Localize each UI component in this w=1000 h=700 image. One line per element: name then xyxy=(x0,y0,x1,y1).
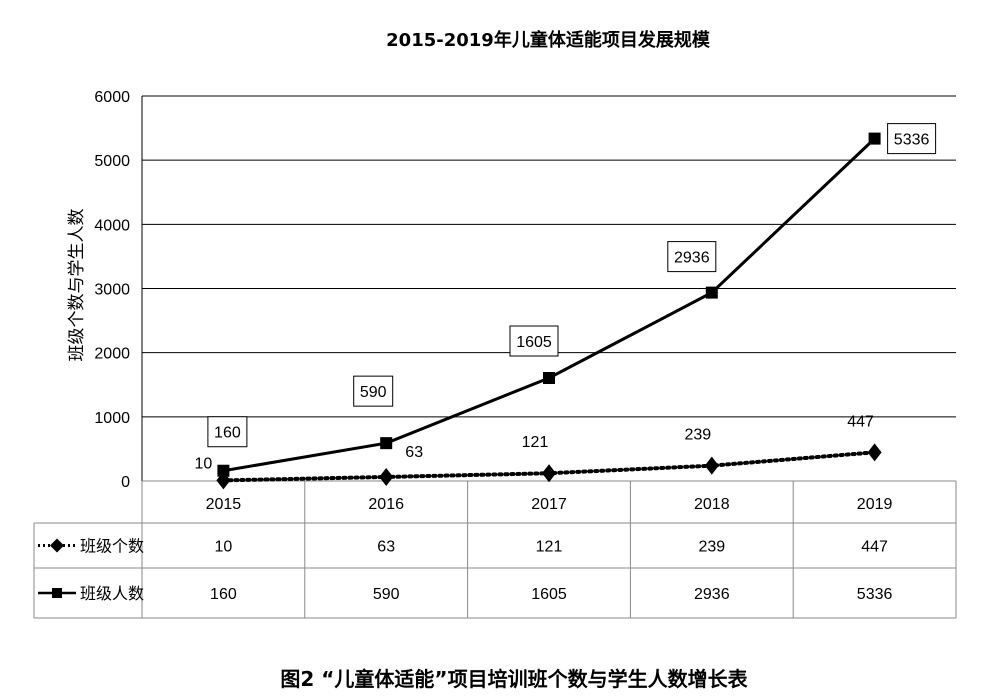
y-tick-label: 3000 xyxy=(94,282,130,299)
y-tick-label: 2000 xyxy=(94,346,130,363)
legend-key-diamond-marker xyxy=(50,538,64,553)
table-cell-value: 63 xyxy=(377,539,395,556)
legend-label: 班级个数 xyxy=(80,537,144,556)
data-label: 2936 xyxy=(674,250,710,267)
grid-layer: 0 1000 2000 3000 4000 5000 6000 xyxy=(94,89,956,523)
series-line xyxy=(223,137,876,473)
data-label-box xyxy=(887,123,937,155)
legend-key-square-marker xyxy=(52,588,62,598)
data-label: 447 xyxy=(847,413,874,430)
data-label: 5336 xyxy=(894,132,930,149)
square-point xyxy=(380,437,393,450)
data-label: 121 xyxy=(522,434,549,451)
data-label: 1605 xyxy=(516,334,552,351)
table-cell-value: 239 xyxy=(698,539,725,556)
x-tick-label: 2017 xyxy=(531,496,567,513)
square-point xyxy=(705,286,718,299)
data-table: 2015 2016 2017 2018 2019 班级个数 10 63 121 239 447 班级人… xyxy=(33,480,957,619)
table-cell-value: 5336 xyxy=(857,586,893,603)
table-cell-value: 1605 xyxy=(531,586,567,603)
x-tick-label: 2018 xyxy=(694,496,730,513)
y-tick-label: 0 xyxy=(121,474,130,491)
table-cell-value: 590 xyxy=(373,586,400,603)
y-tick-label: 6000 xyxy=(94,89,130,106)
data-label-box xyxy=(207,416,248,448)
data-label: 239 xyxy=(684,427,711,444)
y-tick-label: 4000 xyxy=(94,217,130,234)
diamond-point xyxy=(867,443,882,462)
legend-label: 班级人数 xyxy=(80,584,144,603)
chart-title: 2015-2019年儿童体适能项目发展规模 xyxy=(386,29,711,51)
data-label-box xyxy=(353,375,394,407)
y-tick-label: 1000 xyxy=(94,410,130,427)
data-label: 160 xyxy=(214,425,241,442)
data-label-box xyxy=(509,325,559,357)
square-point xyxy=(543,372,555,385)
square-point xyxy=(868,132,881,145)
data-label-layer: 10 63 121 239 447 160 590 1605 2936 5336 xyxy=(195,123,937,472)
table-cell-value: 2936 xyxy=(694,586,730,603)
diamond-point xyxy=(379,467,394,486)
table-cell-value: 10 xyxy=(215,539,233,556)
data-label: 590 xyxy=(360,384,387,401)
y-tick-label: 5000 xyxy=(94,153,130,170)
figure-caption: 图2 “儿童体适能”项目培训班个数与学生人数增长表 xyxy=(280,667,748,691)
table-cell-value: 160 xyxy=(210,586,237,603)
y-axis-label: 班级个数与学生人数 xyxy=(67,209,87,362)
series-layer xyxy=(216,132,882,490)
data-label: 10 xyxy=(195,455,213,472)
diamond-point xyxy=(704,456,719,475)
x-tick-label: 2019 xyxy=(857,496,893,513)
square-point xyxy=(217,464,230,477)
table-cell-value: 447 xyxy=(861,539,888,556)
x-tick-label: 2015 xyxy=(206,496,242,513)
x-tick-label: 2016 xyxy=(368,496,404,513)
table-cell-value: 121 xyxy=(536,539,563,556)
diamond-point xyxy=(542,464,556,483)
data-label-box xyxy=(667,241,717,273)
data-label: 63 xyxy=(405,444,423,461)
